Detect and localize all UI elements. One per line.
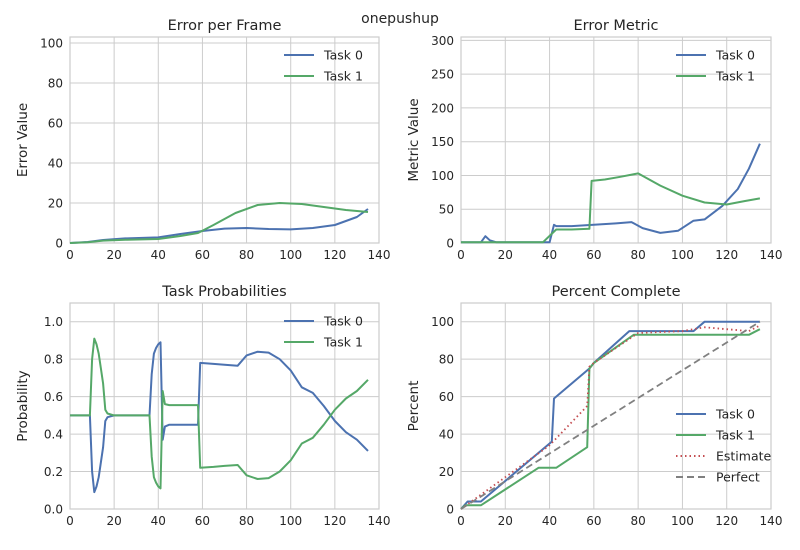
x-tick-label: 40 [151,248,166,262]
y-tick-label: 0.6 [44,390,63,404]
legend-label: Task 0 [715,48,755,63]
series-line-task-0 [70,341,369,494]
x-tick-label: 80 [239,514,254,528]
y-axis-label: Percent [406,381,422,432]
series-line-task-0 [461,143,761,244]
series-line-task-1 [460,328,761,510]
plot-area [69,302,380,510]
y-tick-label: 40 [48,157,63,171]
legend-label: Estimate [716,449,772,464]
legend: Task 0 Task 1 [284,48,363,84]
legend: Task 0 Task 1 [676,48,755,84]
y-tick-label: 0.4 [44,428,63,442]
y-tick-label: 0 [446,503,454,517]
legend: Task 0 Task 1 Estimate Perfect [676,407,772,485]
x-tick-label: 140 [760,514,783,528]
legend-label: Task 0 [715,407,755,422]
x-tick-label: 0 [457,514,465,528]
y-tick-label: 0 [446,237,454,251]
x-tick-label: 140 [760,248,783,262]
series-line-estimate [460,324,761,510]
x-tick-label: 140 [368,248,391,262]
x-tick-label: 80 [239,248,254,262]
x-tick-label: 20 [107,514,122,528]
y-tick-label: 20 [48,197,63,211]
legend-label: Task 0 [323,48,363,63]
y-axis-label: Probability [15,370,31,441]
x-tick-label: 40 [151,514,166,528]
y-tick-label: 80 [439,353,454,367]
x-tick-label: 120 [715,248,738,262]
legend-label: Task 1 [715,69,755,84]
series-line-task-1 [70,337,369,490]
y-tick-label: 20 [439,465,454,479]
x-tick-label: 80 [631,514,646,528]
x-tick-label: 100 [671,248,694,262]
y-axis-label: Metric Value [406,98,422,181]
x-tick-label: 80 [631,248,646,262]
x-tick-label: 0 [457,248,465,262]
percent-complete-chart: 0 20 40 60 80 100 120 140 0 20 40 60 80 100 Percent Co… [406,284,782,528]
series-line-task-1 [461,172,761,244]
y-tick-label: 60 [439,390,454,404]
chart-title: Task Probabilities [161,284,286,300]
y-tick-label: 150 [431,135,454,149]
x-tick-label: 60 [586,248,601,262]
x-tick-label: 100 [671,514,694,528]
legend: Task 0 Task 1 [284,314,363,350]
error-per-frame-chart: 0 20 40 60 80 100 120 140 0 20 40 60 80 100 Error per … [15,18,390,262]
x-tick-label: 0 [66,248,74,262]
y-tick-label: 0.2 [44,465,63,479]
y-tick-label: 40 [439,428,454,442]
y-axis-label: Error Value [15,103,31,177]
x-tick-label: 20 [107,248,122,262]
legend-label: Task 1 [323,335,363,350]
task-probabilities-chart: 0 20 40 60 80 100 120 140 0.0 0.2 0.4 0.6 0.8 1.0 Task… [15,284,390,528]
legend-label: Task 0 [323,314,363,329]
y-tick-label: 0.0 [44,503,63,517]
plot-area [69,36,380,244]
y-tick-label: 50 [439,203,454,217]
legend-label: Task 1 [715,428,755,443]
x-tick-label: 20 [498,248,513,262]
x-tick-label: 40 [542,248,557,262]
chart-title: Error per Frame [168,18,282,34]
y-tick-label: 200 [431,101,454,115]
series-line-perfect [460,320,761,510]
x-tick-label: 120 [323,514,346,528]
series-line-task-1 [69,202,369,244]
x-tick-label: 60 [195,514,210,528]
x-tick-label: 120 [715,514,738,528]
x-tick-label: 60 [195,248,210,262]
chart-title: Percent Complete [551,284,680,300]
x-tick-label: 60 [586,514,601,528]
y-tick-label: 100 [431,169,454,183]
suptitle: onepushup [361,11,439,27]
y-tick-label: 0 [55,237,63,251]
x-tick-label: 100 [279,248,302,262]
y-tick-label: 0.8 [44,353,63,367]
y-tick-label: 250 [431,68,454,82]
y-tick-label: 300 [431,34,454,48]
y-tick-label: 60 [48,117,63,131]
legend-label: Task 1 [323,69,363,84]
x-tick-label: 0 [66,514,74,528]
error-metric-chart: 0 20 40 60 80 100 120 140 0 50 100 150 200 250 300 Erro… [406,18,782,262]
x-tick-label: 20 [498,514,513,528]
y-tick-label: 1.0 [44,315,63,329]
y-tick-label: 80 [48,77,63,91]
y-tick-label: 100 [431,315,454,329]
chart-title: Error Metric [573,18,658,34]
x-tick-label: 120 [323,248,346,262]
y-tick-label: 100 [40,37,63,51]
x-tick-label: 100 [279,514,302,528]
legend-label: Perfect [716,470,760,485]
x-tick-label: 140 [368,514,391,528]
x-tick-label: 40 [542,514,557,528]
